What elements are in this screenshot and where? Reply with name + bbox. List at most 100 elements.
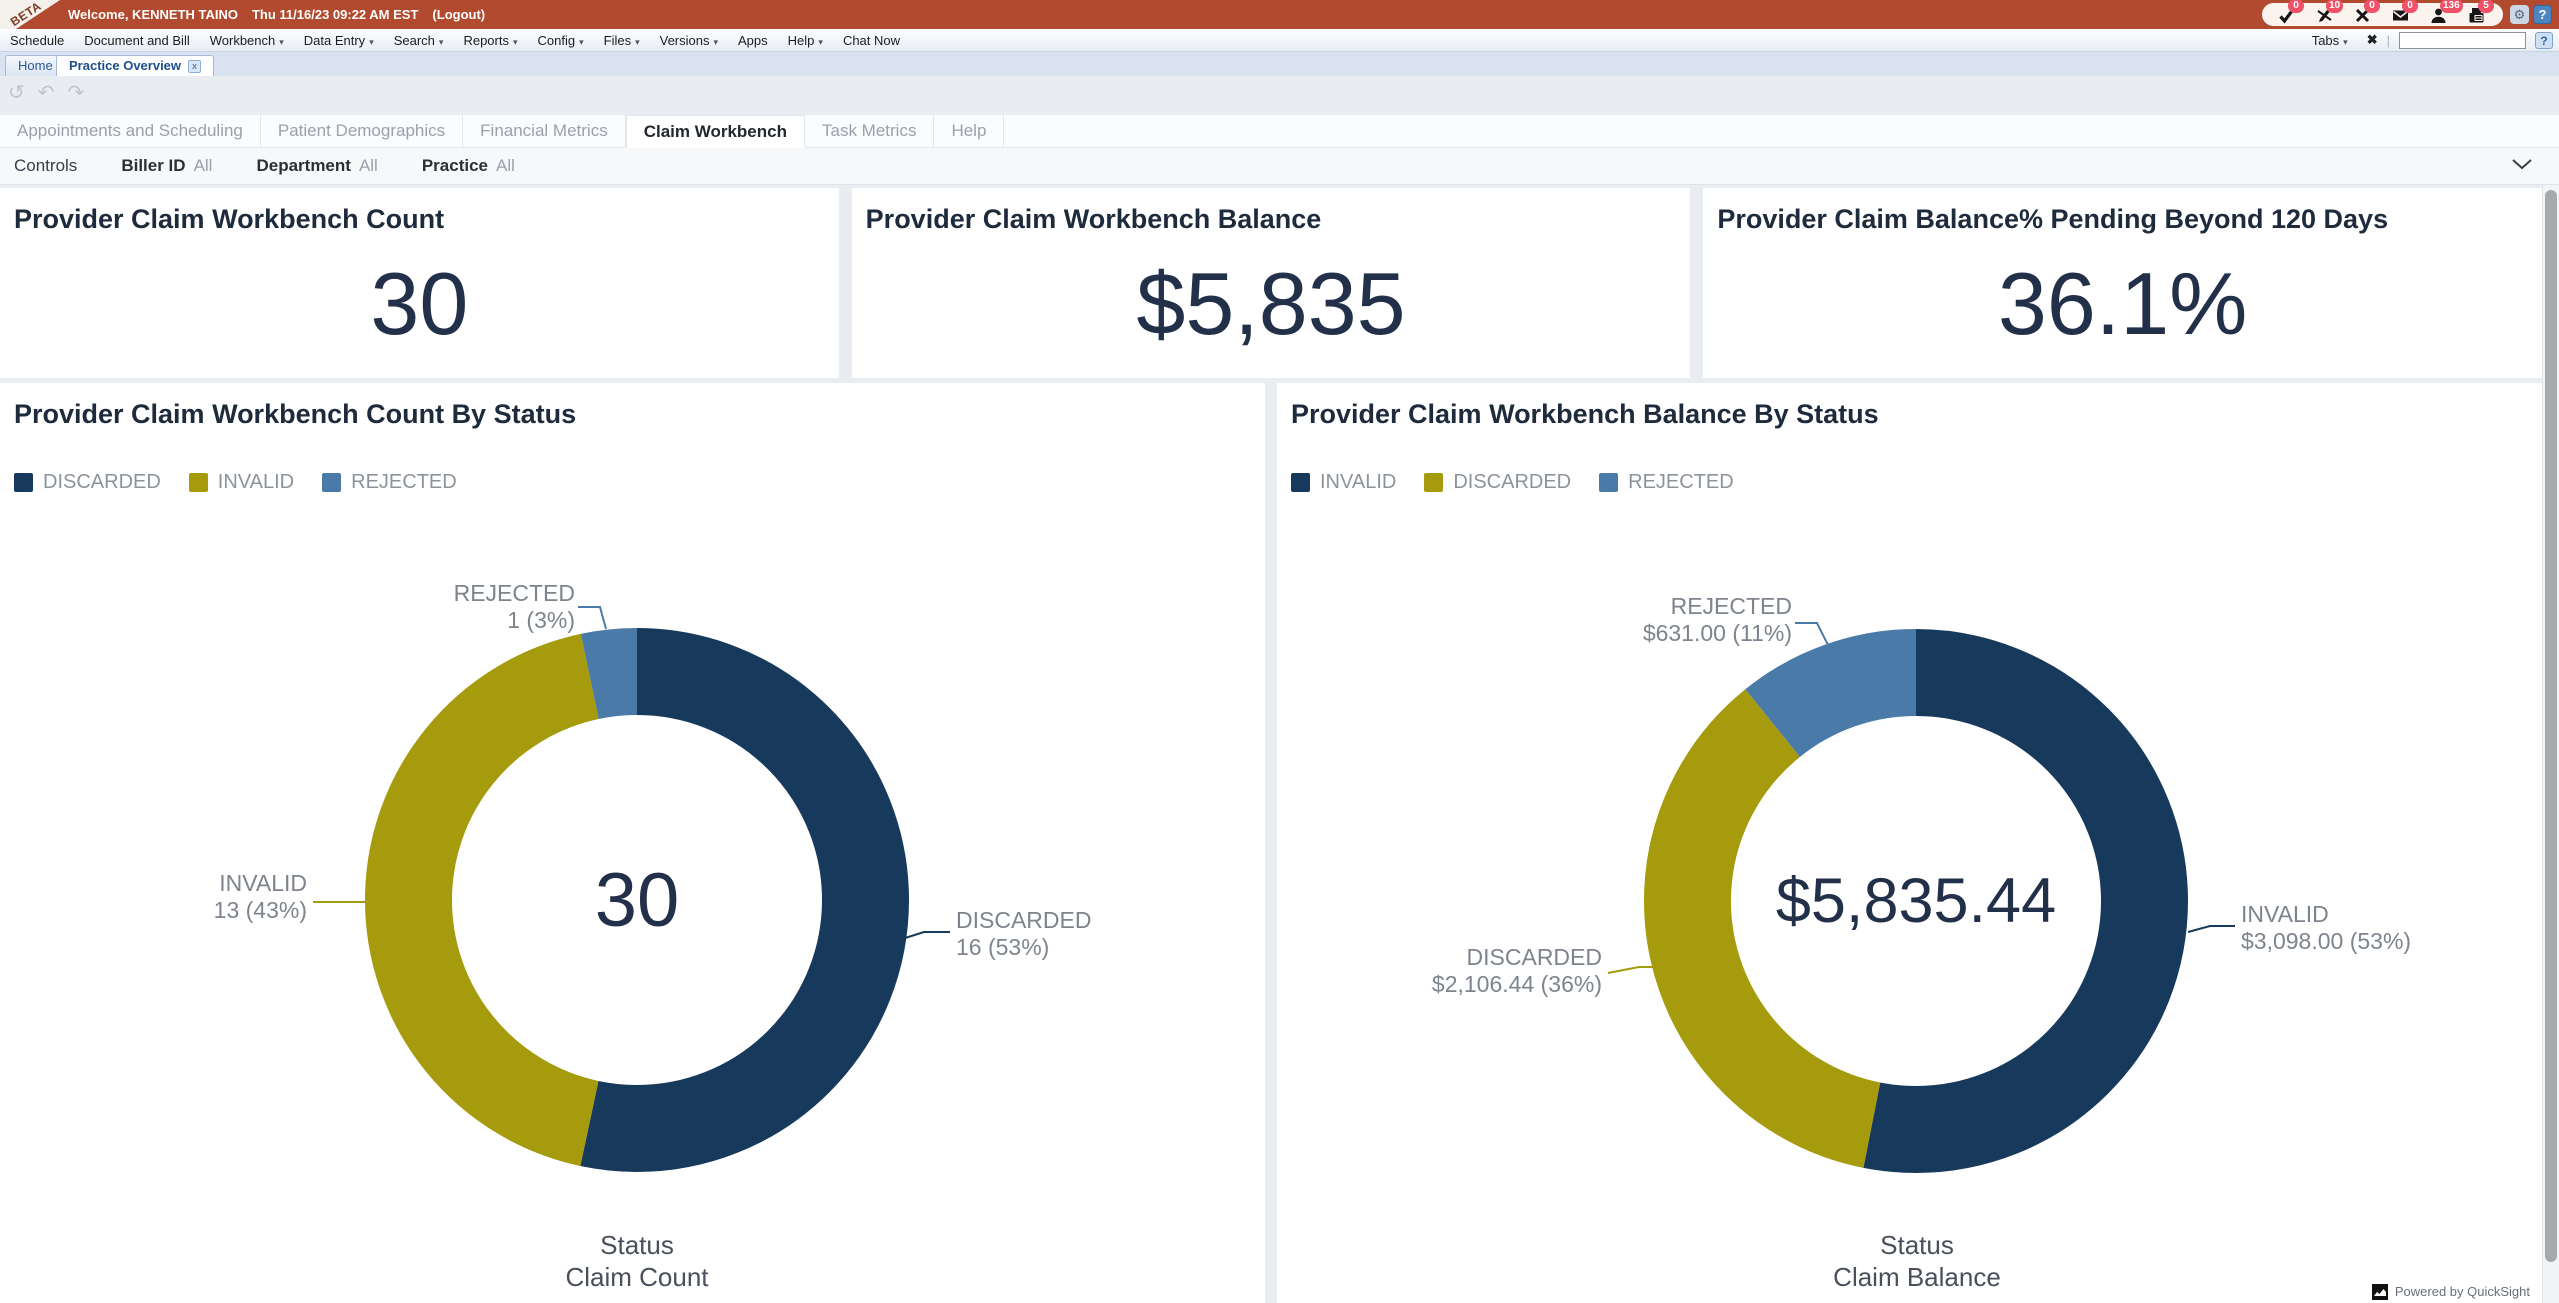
collapse-controls-chevron-icon[interactable]: [2509, 156, 2535, 177]
filter-department[interactable]: Department All: [256, 156, 378, 175]
menu-files[interactable]: Files ▾: [603, 32, 640, 48]
menu-schedule[interactable]: Schedule: [10, 32, 65, 48]
kpi-claim-balance-card: Provider Claim Workbench Balance $5,835: [851, 188, 1691, 378]
chevron-down-icon: ▾: [818, 36, 823, 47]
subtab-patient-demographics[interactable]: Patient Demographics: [261, 115, 464, 147]
person-icon[interactable]: 136: [2430, 0, 2463, 24]
vertical-scrollbar[interactable]: [2542, 185, 2559, 1303]
legend-discarded[interactable]: DISCARDED: [14, 471, 161, 494]
legend-swatch: [1599, 473, 1619, 492]
chevron-down-icon: ▾: [512, 36, 518, 47]
donut-svg: [365, 628, 909, 1172]
scrollbar-thumb[interactable]: [2545, 190, 2557, 1262]
notification-pill: 0 10 0 0 136 5: [2262, 0, 2503, 26]
legend-invalid[interactable]: INVALID: [1291, 471, 1396, 494]
chart-legend: INVALID DISCARDED REJECTED: [1291, 471, 1734, 494]
undo-icon[interactable]: ↶: [37, 82, 55, 104]
subtab-help[interactable]: Help: [934, 115, 1005, 147]
fax-count-badge: 5: [2478, 0, 2494, 13]
menu-chat-now[interactable]: Chat Now: [842, 32, 901, 48]
mail-count-badge: 0: [2402, 0, 2418, 13]
menu-versions[interactable]: Versions ▾: [659, 32, 719, 48]
filter-practice[interactable]: Practice All: [421, 156, 515, 175]
subtab-financial-metrics[interactable]: Financial Metrics: [463, 115, 626, 147]
divider: |: [2386, 32, 2390, 48]
redo-icon[interactable]: ↷: [67, 82, 85, 104]
menu-workbench[interactable]: Workbench ▾: [209, 32, 284, 48]
legend-swatch: [1424, 473, 1444, 492]
tabs-dropdown[interactable]: Tabs ▾: [2311, 32, 2348, 48]
x-mark-icon[interactable]: 0: [2354, 0, 2380, 24]
legend-rejected[interactable]: REJECTED: [1599, 471, 1734, 494]
donut-chart[interactable]: $5,835.44: [1616, 601, 2216, 1201]
mail-icon[interactable]: 0: [2392, 0, 2418, 24]
check-count-badge: 0: [2288, 0, 2304, 13]
search-input[interactable]: [2399, 31, 2526, 49]
axis-labels: Status Claim Count: [565, 1230, 709, 1292]
donut-center-value: $5,835.44: [1775, 866, 2057, 936]
kpi-value: $5,835: [1136, 254, 1406, 353]
menu-apps[interactable]: Apps: [738, 32, 768, 48]
kpi-title: Provider Claim Workbench Balance: [865, 204, 1322, 234]
charts-row: Provider Claim Workbench Count By Status…: [0, 383, 2542, 1303]
kpi-title: Provider Claim Workbench Count: [14, 204, 445, 234]
subtab-claim-workbench[interactable]: Claim Workbench: [625, 115, 805, 148]
filter-biller-id[interactable]: Biller ID All: [121, 156, 213, 175]
signature-slash-icon[interactable]: 10: [2316, 0, 2344, 24]
kpi-value: 30: [370, 254, 469, 353]
balance-by-status-chart: Provider Claim Workbench Balance By Stat…: [1277, 383, 2542, 1303]
legend-swatch: [322, 473, 342, 492]
slice-label-invalid: INVALID $3,098.00 (53%): [2241, 901, 2412, 954]
gear-icon[interactable]: ⚙: [2510, 5, 2529, 24]
menu-data-entry[interactable]: Data Entry ▾: [303, 32, 374, 48]
chart-title: Provider Claim Workbench Balance By Stat…: [1291, 399, 1879, 429]
donut-center-value: 30: [594, 857, 680, 943]
slice-label-discarded: DISCARDED $2,106.44 (36%): [1431, 944, 1602, 997]
history-toolbar: ↺ ↶ ↷: [8, 80, 84, 105]
refresh-icon[interactable]: ↺: [8, 82, 25, 104]
subtab-task-metrics[interactable]: Task Metrics: [805, 115, 935, 147]
welcome-text: Welcome, KENNETH TAINO: [68, 7, 238, 22]
signature-count-badge: 10: [2326, 0, 2344, 13]
slice-label-rejected: REJECTED $631.00 (11%): [1642, 593, 1792, 646]
slice-label-invalid: INVALID 13 (43%): [213, 870, 307, 923]
dashboard-subtabs: Appointments and Scheduling Patient Demo…: [0, 115, 2559, 148]
top-bar: BETA Welcome, KENNETH TAINO Thu 11/16/23…: [0, 0, 2559, 29]
help-icon[interactable]: ?: [2533, 5, 2552, 24]
chevron-down-icon: ▾: [579, 36, 584, 47]
close-tabs-icon[interactable]: ✖: [2366, 32, 2378, 47]
legend-swatch: [188, 473, 208, 492]
menu-config[interactable]: Config ▾: [537, 32, 584, 48]
kpi-value: 36.1%: [1997, 254, 2248, 353]
logout-link[interactable]: (Logout): [432, 7, 486, 22]
donut-svg: [1644, 629, 2188, 1173]
chevron-down-icon: ▾: [369, 36, 374, 47]
legend-rejected[interactable]: REJECTED: [322, 471, 457, 494]
donut-chart[interactable]: 30: [337, 600, 937, 1200]
axis-labels: Status Claim Balance: [1833, 1230, 2001, 1292]
check-icon[interactable]: 0: [2278, 0, 2304, 24]
subtab-appointments-and-scheduling[interactable]: Appointments and Scheduling: [0, 115, 261, 147]
chevron-down-icon: ▾: [279, 36, 284, 47]
menu-document-and-bill[interactable]: Document and Bill: [84, 32, 190, 48]
chevron-down-icon: ▾: [635, 36, 640, 47]
slice-label-discarded: DISCARDED 16 (53%): [956, 907, 1092, 960]
tab-practice-overview[interactable]: Practice Overview x: [56, 55, 215, 76]
kpi-pending-120-days-card: Provider Claim Balance% Pending Beyond 1…: [1703, 188, 2543, 378]
kpi-row: Provider Claim Workbench Count 30 Provid…: [0, 188, 2543, 378]
fax-icon[interactable]: 5: [2468, 0, 2494, 24]
legend-swatch: [1291, 473, 1310, 492]
close-icon[interactable]: x: [188, 59, 202, 73]
legend-discarded[interactable]: DISCARDED: [1424, 471, 1571, 494]
search-help-icon[interactable]: ?: [2535, 31, 2553, 49]
kpi-title: Provider Claim Balance% Pending Beyond 1…: [1717, 204, 2389, 234]
kpi-claim-count-card: Provider Claim Workbench Count 30: [0, 188, 839, 378]
menu-reports[interactable]: Reports ▾: [463, 32, 518, 48]
legend-invalid[interactable]: INVALID: [188, 471, 294, 494]
person-count-badge: 136: [2440, 0, 2463, 13]
tab-home[interactable]: Home: [5, 55, 66, 76]
menu-search[interactable]: Search ▾: [393, 32, 444, 48]
quicksight-icon: [2371, 1283, 2388, 1300]
chevron-down-icon: ▾: [438, 36, 444, 47]
menu-help[interactable]: Help ▾: [787, 32, 823, 48]
